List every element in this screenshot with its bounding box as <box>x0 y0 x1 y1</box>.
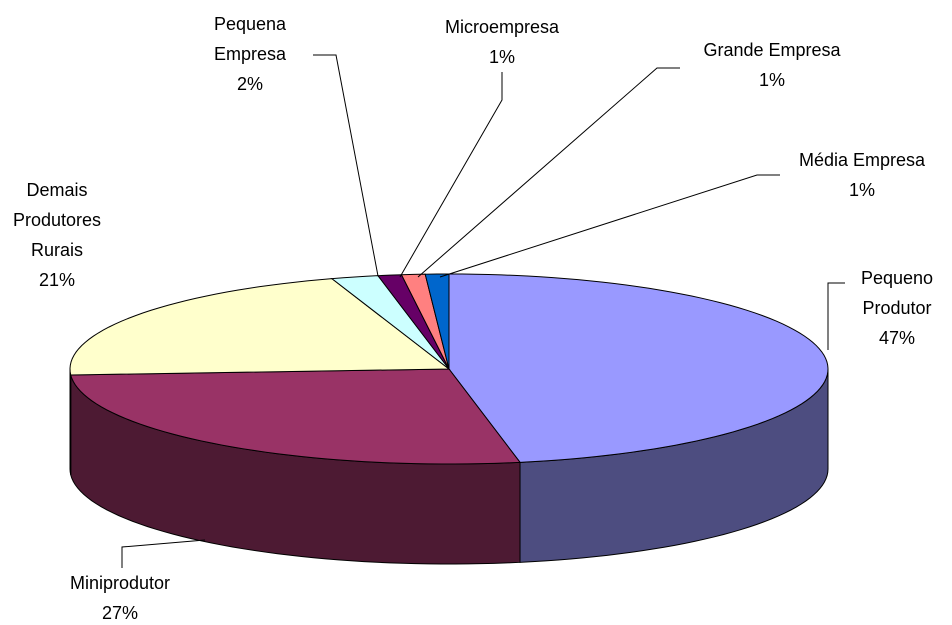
slice-label: Pequena Empresa 2% <box>205 9 295 99</box>
slice-label: Pequeno Produtor 47% <box>847 263 947 353</box>
slice-label: Grande Empresa 1% <box>672 35 872 95</box>
slice-label: Demais Produtores Rurais 21% <box>2 175 112 295</box>
category-name: Miniprodutor <box>69 573 171 593</box>
category-name: Grande Empresa <box>703 40 841 60</box>
slice <box>70 368 521 465</box>
slice-label: Média Empresa 1% <box>772 145 952 205</box>
percent-label: 2% <box>236 74 263 94</box>
slice <box>69 278 451 376</box>
leader-line <box>827 282 845 350</box>
category-name: Pequeno Produtor <box>860 268 934 318</box>
category-name: Microempresa <box>444 17 560 37</box>
percent-label: 1% <box>758 70 785 90</box>
percent-label: 1% <box>848 180 875 200</box>
leader-line <box>399 72 503 278</box>
percent-label: 1% <box>488 47 515 67</box>
category-name: Pequena Empresa <box>213 14 287 64</box>
leader-line <box>439 174 780 278</box>
percent-label: 27% <box>101 603 139 623</box>
percent-label: 21% <box>38 270 76 290</box>
leader-line <box>121 539 206 568</box>
category-name: Demais Produtores Rurais <box>12 180 102 260</box>
slice <box>424 273 450 370</box>
slice <box>448 273 829 463</box>
percent-label: 47% <box>878 328 916 348</box>
slice-label: Miniprodutor 27% <box>50 568 190 625</box>
leader-line <box>313 54 379 277</box>
slice-label: Microempresa 1% <box>422 12 582 72</box>
category-name: Média Empresa <box>798 150 926 170</box>
slice-side <box>69 368 72 476</box>
leader-line <box>417 67 680 278</box>
